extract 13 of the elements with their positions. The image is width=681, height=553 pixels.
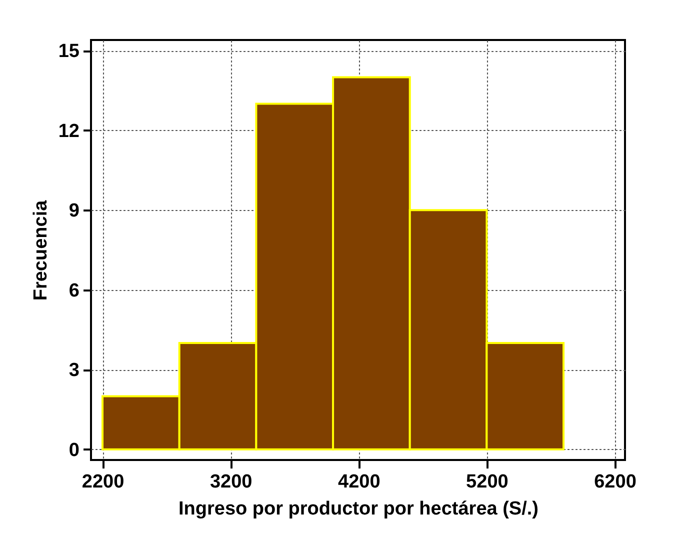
y-tick-label: 3	[68, 360, 80, 382]
y-tick-label: 9	[68, 200, 80, 222]
y-tick-label: 6	[68, 280, 80, 302]
x-tick-label: 6200	[594, 472, 636, 492]
y-axis-title: Frecuencia	[30, 200, 52, 301]
x-axis-title: Ingreso por productor por hectárea (S/.)	[178, 498, 538, 520]
y-tick-label: 12	[58, 120, 80, 142]
y-tick-label: 0	[68, 440, 80, 461]
x-tick-label: 3200	[210, 472, 252, 492]
x-tick-label: 2200	[82, 472, 124, 492]
x-tick-label: 5200	[466, 472, 508, 492]
y-tick-label: 15	[58, 41, 80, 62]
x-tick-label: 4200	[338, 472, 380, 492]
